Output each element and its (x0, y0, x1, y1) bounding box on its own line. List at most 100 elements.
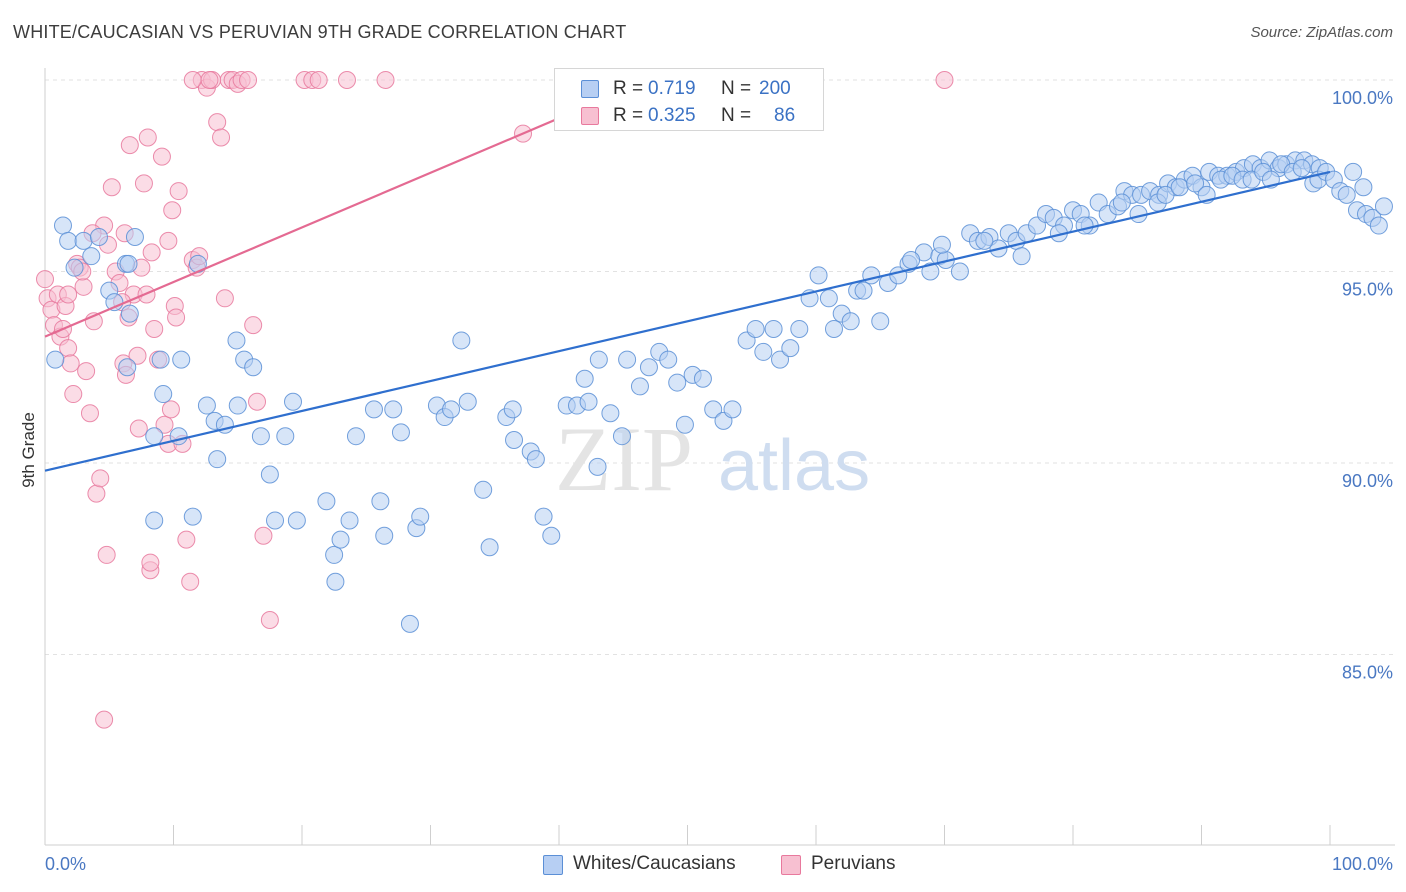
point-whites (902, 251, 921, 270)
point-whites (346, 427, 365, 446)
point-whites (771, 350, 790, 369)
point-peruvians (159, 231, 178, 250)
y-tick-label: 90.0% (1342, 471, 1393, 491)
point-peruvians (95, 710, 114, 729)
point-whites (639, 358, 658, 377)
point-whites (197, 396, 216, 415)
point-whites (1354, 178, 1373, 197)
point-whites (1112, 193, 1131, 212)
x-tick-label: 100.0% (1332, 854, 1393, 874)
point-whites (754, 342, 773, 361)
point-whites (227, 331, 246, 350)
legend-r-label: R = (613, 78, 644, 99)
point-whites (172, 350, 191, 369)
point-whites (244, 358, 263, 377)
point-whites (266, 511, 285, 530)
point-whites (251, 427, 270, 446)
point-whites (391, 423, 410, 442)
point-peruvians (309, 71, 328, 89)
trend-lines (44, 78, 1331, 472)
point-whites (59, 231, 78, 250)
point-whites (505, 431, 524, 450)
point-whites (589, 350, 608, 369)
point-whites (579, 392, 598, 411)
point-peruvians (935, 71, 954, 89)
point-whites (74, 231, 93, 250)
legend-n-label: N = (721, 78, 752, 99)
legend-row-pink: R = 0.325 N = 86 (555, 102, 823, 128)
point-whites (1344, 162, 1363, 181)
legend-n-label: N = (721, 105, 752, 126)
point-whites (384, 400, 403, 419)
series-swatch-blue (543, 855, 563, 875)
point-peruvians (36, 270, 54, 289)
point-whites (809, 266, 828, 285)
point-whites (612, 427, 631, 446)
point-whites (452, 331, 471, 350)
point-peruvians (183, 71, 202, 89)
point-whites (862, 266, 881, 285)
point-peruvians (260, 611, 279, 630)
series-label-pink: Peruvians (811, 853, 896, 874)
point-peruvians (200, 71, 219, 89)
point-whites (125, 228, 144, 247)
point-whites (145, 427, 164, 446)
point-whites (824, 319, 843, 338)
point-whites (276, 427, 295, 446)
y-tick-label: 85.0% (1342, 663, 1393, 683)
point-peruvians (129, 419, 148, 438)
point-whites (371, 492, 390, 511)
point-whites (1186, 174, 1205, 193)
point-whites (1337, 185, 1356, 204)
point-whites (120, 304, 139, 323)
point-peruvians (145, 319, 164, 338)
point-whites (854, 281, 873, 300)
point-whites (1374, 197, 1393, 216)
point-whites (542, 526, 561, 545)
point-peruvians (181, 572, 200, 591)
legend-r-value: 0.719 (648, 78, 696, 99)
point-whites (364, 400, 383, 419)
point-whites (1170, 178, 1189, 197)
point-whites (841, 312, 860, 331)
point-whites (764, 319, 783, 338)
point-whites (781, 339, 800, 358)
point-whites (975, 231, 994, 250)
point-peruvians (161, 400, 180, 419)
chart-source: Source: ZipAtlas.com (1250, 24, 1393, 41)
point-whites (325, 545, 344, 564)
legend-r-label: R = (613, 105, 644, 126)
point-whites (375, 526, 394, 545)
tick-labels: 85.0% 90.0% 95.0% 100.0% 0.0% 100.0% (45, 88, 1393, 874)
y-tick-label: 100.0% (1332, 88, 1393, 108)
point-peruvians (212, 128, 231, 147)
point-whites (790, 319, 809, 338)
point-whites (82, 247, 101, 266)
point-peruvians (254, 526, 273, 545)
point-whites (119, 254, 138, 273)
point-peruvians (155, 415, 174, 434)
point-whites (618, 350, 637, 369)
point-peruvians (142, 243, 161, 262)
watermark: ZIP atlas (555, 408, 870, 510)
point-whites (411, 507, 430, 526)
point-whites (503, 400, 522, 419)
point-whites (575, 369, 594, 388)
point-whites (659, 350, 678, 369)
point-peruvians (120, 136, 139, 155)
point-whites (630, 377, 649, 396)
legend-r-value: 0.325 (648, 105, 696, 126)
point-peruvians (239, 71, 258, 89)
point-whites (228, 396, 247, 415)
chart-title: WHITE/CAUCASIAN VS PERUVIAN 9TH GRADE CO… (13, 22, 627, 42)
point-whites (46, 350, 65, 369)
point-peruvians (77, 362, 96, 381)
watermark-atlas: atlas (718, 426, 870, 506)
point-peruvians (152, 147, 171, 166)
point-whites (1012, 247, 1031, 266)
point-whites (65, 258, 84, 277)
legend-row-blue: R = 0.719 N = 200 (555, 75, 823, 101)
x-tick-label: 0.0% (45, 854, 86, 874)
point-whites (287, 511, 306, 530)
